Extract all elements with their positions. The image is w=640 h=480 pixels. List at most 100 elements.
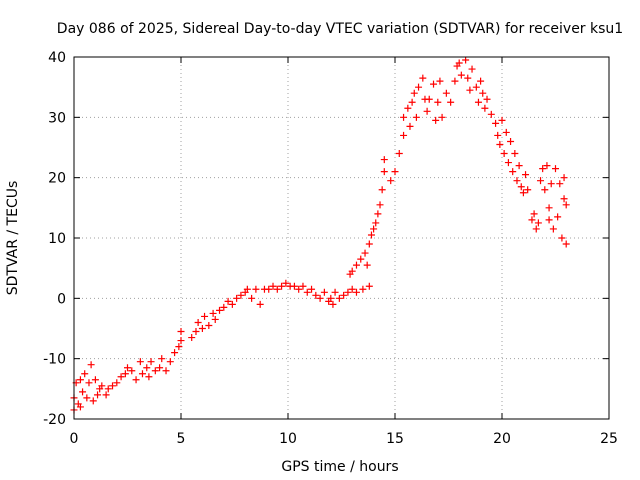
data-point bbox=[91, 376, 99, 384]
data-point bbox=[151, 367, 159, 375]
data-point bbox=[479, 89, 487, 97]
data-point bbox=[162, 367, 170, 375]
data-point bbox=[410, 89, 418, 97]
data-point bbox=[432, 116, 440, 124]
data-point bbox=[560, 174, 568, 182]
data-point bbox=[462, 56, 470, 64]
data-point bbox=[290, 282, 298, 290]
data-point bbox=[209, 309, 217, 317]
data-point bbox=[477, 77, 485, 85]
data-point bbox=[352, 261, 360, 269]
data-point bbox=[228, 300, 236, 308]
data-point bbox=[365, 282, 373, 290]
data-point bbox=[224, 297, 232, 305]
data-point bbox=[83, 394, 91, 402]
data-point bbox=[365, 240, 373, 248]
chart-title: Day 086 of 2025, Sidereal Day-to-day VTE… bbox=[57, 21, 623, 37]
data-point bbox=[552, 165, 559, 173]
data-point bbox=[175, 343, 183, 351]
data-point bbox=[543, 162, 551, 170]
data-point bbox=[359, 285, 367, 293]
data-point bbox=[98, 382, 106, 390]
data-point bbox=[177, 337, 185, 345]
data-point bbox=[348, 267, 356, 275]
data-point bbox=[329, 300, 337, 308]
x-tick-label: 5 bbox=[177, 431, 186, 447]
data-point bbox=[295, 285, 303, 293]
data-point bbox=[464, 74, 472, 82]
data-point bbox=[455, 59, 463, 67]
data-marks bbox=[70, 56, 570, 414]
data-point bbox=[344, 288, 352, 296]
data-point bbox=[233, 294, 241, 302]
data-point bbox=[404, 104, 412, 112]
y-tick-label: -10 bbox=[43, 352, 66, 368]
data-point bbox=[406, 122, 414, 130]
data-point bbox=[502, 128, 510, 136]
data-point bbox=[498, 116, 506, 124]
data-point bbox=[363, 261, 371, 269]
data-point bbox=[492, 119, 500, 127]
data-point bbox=[515, 162, 523, 170]
data-point bbox=[539, 165, 547, 173]
x-tick-label: 20 bbox=[493, 431, 511, 447]
data-point bbox=[147, 358, 155, 366]
data-point bbox=[109, 382, 117, 390]
data-point bbox=[436, 77, 444, 85]
data-point bbox=[513, 177, 521, 185]
data-point bbox=[143, 364, 151, 372]
data-point bbox=[372, 219, 380, 227]
data-point bbox=[352, 288, 360, 296]
data-point bbox=[348, 285, 356, 293]
data-point bbox=[376, 201, 384, 209]
data-point bbox=[361, 249, 369, 257]
data-point bbox=[76, 403, 84, 411]
data-point bbox=[532, 225, 540, 233]
data-point bbox=[430, 80, 438, 88]
x-tick-label: 0 bbox=[70, 431, 79, 447]
data-point bbox=[76, 376, 84, 384]
data-point bbox=[136, 358, 144, 366]
data-point bbox=[156, 364, 164, 372]
data-point bbox=[541, 186, 549, 194]
data-point bbox=[483, 95, 491, 103]
data-point bbox=[507, 137, 515, 145]
data-point bbox=[89, 397, 97, 405]
data-point bbox=[519, 189, 527, 197]
data-point bbox=[248, 294, 256, 302]
data-point bbox=[102, 391, 110, 399]
data-point bbox=[545, 204, 553, 212]
data-point bbox=[487, 110, 495, 118]
data-point bbox=[524, 186, 532, 194]
data-point bbox=[378, 186, 386, 194]
data-point bbox=[138, 370, 146, 378]
data-point bbox=[425, 95, 433, 103]
data-point bbox=[124, 364, 131, 372]
data-point bbox=[320, 288, 328, 296]
data-point bbox=[558, 234, 566, 242]
data-point bbox=[442, 89, 450, 97]
data-point bbox=[340, 291, 348, 299]
data-point bbox=[494, 131, 502, 139]
data-point bbox=[466, 86, 474, 94]
data-point bbox=[547, 180, 555, 188]
y-tick-label: 20 bbox=[48, 171, 66, 187]
x-tick-label: 15 bbox=[386, 431, 404, 447]
data-point bbox=[265, 285, 273, 293]
data-point bbox=[447, 98, 455, 106]
data-point bbox=[415, 83, 423, 91]
data-point bbox=[395, 150, 403, 158]
x-tick-label: 25 bbox=[600, 431, 618, 447]
data-point bbox=[391, 168, 399, 176]
data-point bbox=[537, 177, 545, 185]
data-point bbox=[113, 379, 121, 387]
data-point bbox=[534, 219, 542, 227]
data-point bbox=[273, 285, 281, 293]
data-point bbox=[177, 328, 185, 336]
data-point bbox=[308, 285, 316, 293]
data-point bbox=[400, 131, 408, 139]
data-point bbox=[327, 294, 335, 302]
data-point bbox=[554, 213, 562, 221]
data-point bbox=[198, 325, 206, 332]
data-point bbox=[474, 98, 482, 106]
